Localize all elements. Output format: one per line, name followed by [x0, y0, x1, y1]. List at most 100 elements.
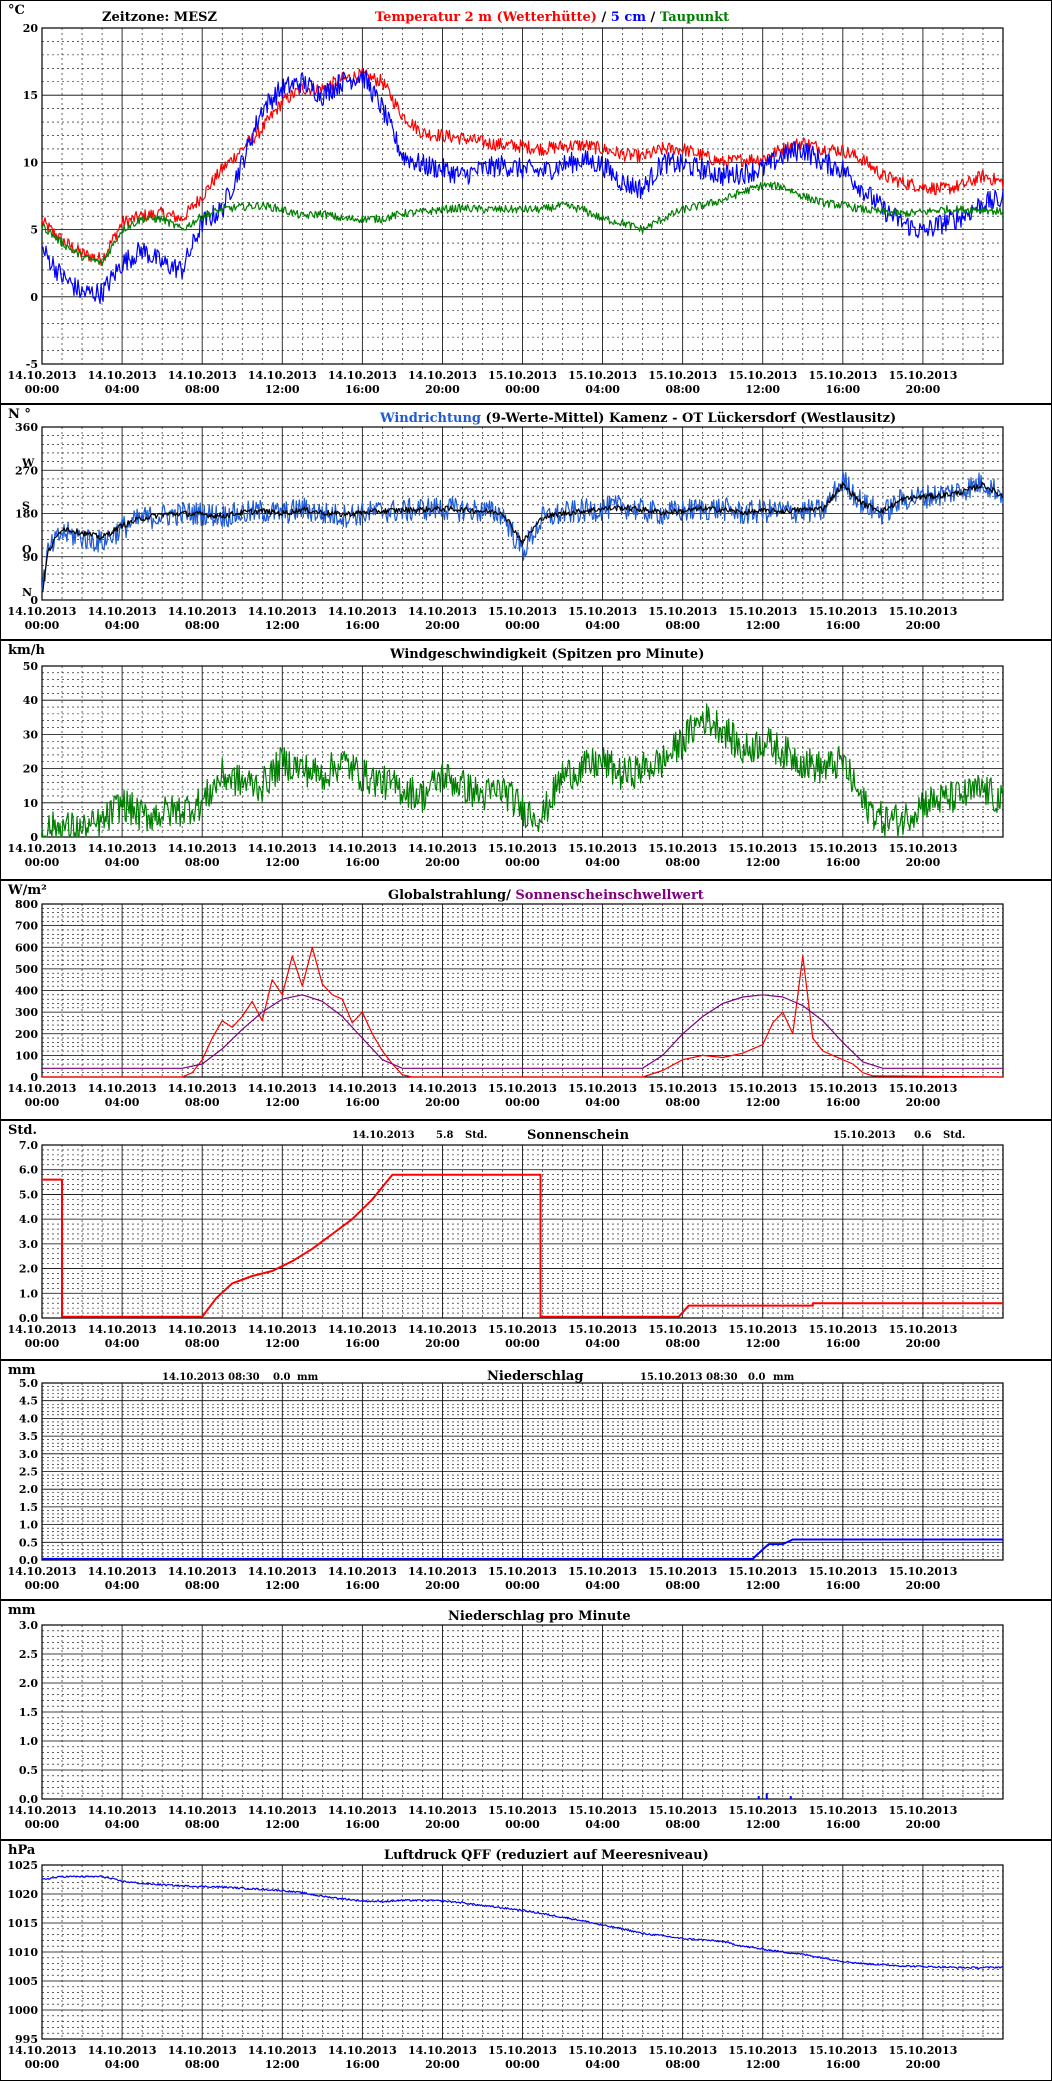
- series-line-temp-2: [41, 181, 1004, 267]
- y-tick-label: 1025: [7, 1859, 38, 1872]
- y-tick-label: 1.5: [19, 1706, 38, 1719]
- chart-title: Niederschlag pro Minute: [448, 1609, 631, 1624]
- unit-label: mm: [8, 1363, 36, 1378]
- x-tick-time: 16:00: [825, 1818, 860, 1831]
- bar-mark: [765, 1793, 768, 1799]
- y-tick-label: 1.5: [19, 1501, 38, 1514]
- x-tick-date: 14.10.2013: [88, 2044, 157, 2057]
- y-tick-label: 1020: [7, 1888, 38, 1901]
- y-tick-label: 5.0: [19, 1188, 38, 1201]
- x-tick-time: 04:00: [585, 1818, 620, 1831]
- x-tick-date: 15.10.2013: [728, 842, 797, 855]
- y-tick-label: 270: [15, 464, 38, 477]
- x-tick-date: 14.10.2013: [408, 2044, 477, 2057]
- x-tick-time: 04:00: [105, 856, 140, 869]
- x-tick-date: 15.10.2013: [568, 2044, 637, 2057]
- x-tick-time: 12:00: [745, 383, 780, 396]
- x-tick-time: 16:00: [825, 1096, 860, 1109]
- x-tick-date: 14.10.2013: [88, 369, 157, 382]
- x-tick-date: 15.10.2013: [728, 1804, 797, 1817]
- y-tick-label: 500: [15, 963, 38, 976]
- x-tick-time: 12:00: [265, 2058, 300, 2071]
- series-line-sunshine-0: [42, 1173, 1003, 1318]
- x-tick-date: 15.10.2013: [488, 369, 557, 382]
- x-tick-date: 15.10.2013: [808, 842, 877, 855]
- x-tick-time: 08:00: [185, 2058, 220, 2071]
- x-tick-date: 15.10.2013: [488, 1082, 557, 1095]
- y-tick-label: 0: [30, 594, 38, 607]
- x-tick-date: 14.10.2013: [328, 1565, 397, 1578]
- x-tick-time: 00:00: [505, 1818, 540, 1831]
- x-tick-date: 14.10.2013: [248, 369, 317, 382]
- panel-frame: [0, 1120, 1052, 1360]
- x-tick-date: 14.10.2013: [408, 842, 477, 855]
- x-tick-time: 16:00: [825, 1579, 860, 1592]
- x-tick-date: 15.10.2013: [648, 842, 717, 855]
- x-tick-time: 16:00: [345, 1337, 380, 1350]
- chart-panel-temp: -5 0 5 10 15 20 °C Zeitzone: MESZ Temperatur 2 m…: [0, 0, 1052, 404]
- chart-panel-winddir: 0 90 180 270 360 W S O N N ° Windrichtung (9-Werte…: [0, 404, 1052, 640]
- x-tick-time: 20:00: [425, 1818, 460, 1831]
- x-tick-time: 08:00: [665, 383, 700, 396]
- info-text: mm: [773, 1372, 795, 1383]
- compass-label: S: [22, 500, 30, 513]
- x-tick-date: 15.10.2013: [568, 842, 637, 855]
- x-tick-time: 12:00: [745, 1818, 780, 1831]
- y-tick-label: 0: [30, 291, 38, 304]
- x-tick-time: 04:00: [585, 1337, 620, 1350]
- x-tick-date: 15.10.2013: [808, 1804, 877, 1817]
- x-tick-time: 12:00: [265, 1818, 300, 1831]
- panel-frame: [0, 0, 1052, 404]
- bar-mark: [789, 1796, 792, 1799]
- x-tick-date: 15.10.2013: [808, 1565, 877, 1578]
- x-tick-time: 12:00: [745, 1579, 780, 1592]
- chart-title: Sonnenschein: [527, 1128, 630, 1143]
- series-line-precip-0: [42, 1538, 1003, 1560]
- x-tick-date: 15.10.2013: [808, 369, 877, 382]
- x-tick-date: 15.10.2013: [488, 1565, 557, 1578]
- x-tick-time: 16:00: [345, 2058, 380, 2071]
- series-line-winddir-0: [41, 471, 1004, 593]
- y-tick-label: 4.0: [19, 1213, 38, 1226]
- panel-frame: [0, 1840, 1052, 2081]
- x-tick-time: 00:00: [505, 383, 540, 396]
- x-tick-date: 14.10.2013: [88, 605, 157, 618]
- y-tick-label: 360: [15, 421, 38, 434]
- y-tick-label: 4.0: [19, 1412, 38, 1425]
- x-tick-date: 14.10.2013: [248, 1323, 317, 1336]
- x-tick-date: 14.10.2013: [328, 605, 397, 618]
- x-tick-time: 00:00: [25, 1096, 60, 1109]
- info-text: 15.10.2013: [833, 1130, 896, 1141]
- chart-title-part: Globalstrahlung/: [388, 888, 515, 903]
- x-tick-date: 15.10.2013: [648, 1082, 717, 1095]
- y-tick-label: 2.5: [19, 1648, 38, 1661]
- unit-label: °C: [8, 3, 25, 18]
- x-tick-date: 14.10.2013: [8, 1804, 77, 1817]
- x-tick-time: 04:00: [105, 1337, 140, 1350]
- y-tick-label: 50: [23, 660, 39, 673]
- chart-title: Luftdruck QFF (reduziert auf Meeresnivea…: [384, 1848, 709, 1863]
- x-tick-time: 00:00: [25, 1579, 60, 1592]
- x-tick-date: 14.10.2013: [88, 1323, 157, 1336]
- y-tick-label: 2.0: [19, 1263, 38, 1276]
- x-tick-date: 15.10.2013: [488, 605, 557, 618]
- x-tick-time: 12:00: [745, 1337, 780, 1350]
- x-tick-time: 04:00: [585, 1096, 620, 1109]
- plot-frame: [41, 665, 1004, 838]
- x-tick-time: 08:00: [185, 383, 220, 396]
- y-tick-label: 30: [23, 728, 39, 741]
- y-tick-label: 0.0: [19, 1793, 38, 1806]
- x-tick-date: 15.10.2013: [728, 369, 797, 382]
- info-text: 14.10.2013 08:30: [162, 1372, 260, 1383]
- series-line-radiation-0: [42, 946, 1004, 1078]
- chart-title-part: 5 cm: [611, 10, 646, 25]
- x-tick-time: 08:00: [185, 856, 220, 869]
- x-tick-time: 20:00: [906, 1337, 941, 1350]
- info-text: Std.: [465, 1130, 487, 1141]
- unit-label: km/h: [8, 643, 46, 658]
- y-tick-label: 0.0: [19, 1554, 38, 1567]
- x-tick-time: 20:00: [425, 2058, 460, 2071]
- unit-label: W/m²: [7, 883, 47, 898]
- y-tick-label: 0.5: [19, 1536, 38, 1549]
